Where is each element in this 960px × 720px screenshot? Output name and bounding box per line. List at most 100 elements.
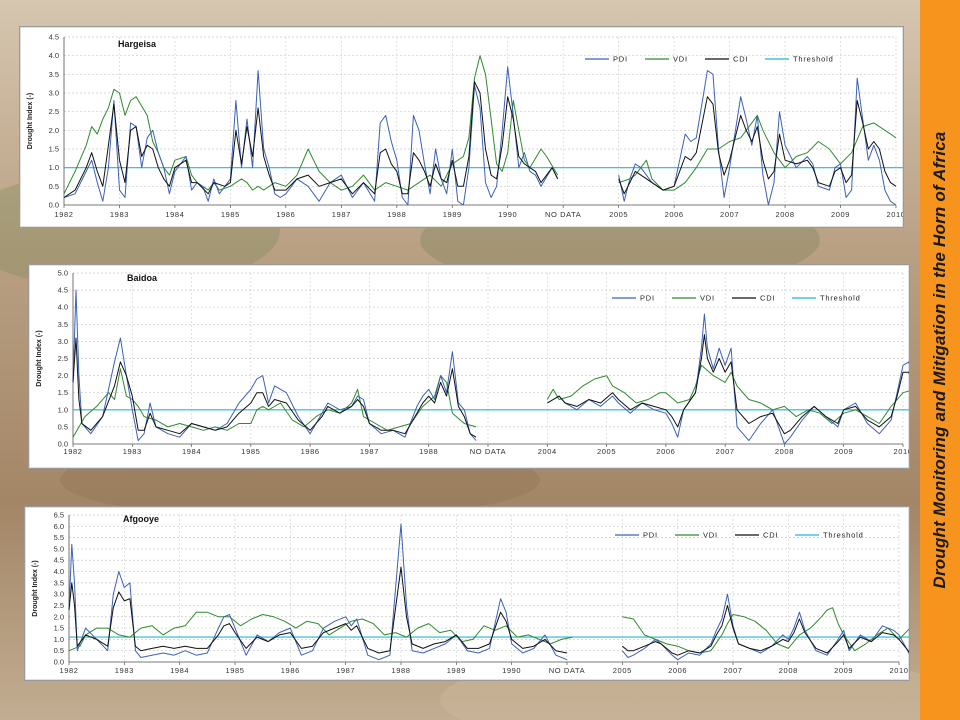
y-tick-label: 1.0 [54,635,64,644]
x-tick-label: 2009 [834,447,853,456]
y-tick-label: 3.0 [58,337,68,346]
x-tick-label: 1984 [165,210,184,219]
x-tick-label: 2010 [886,210,903,219]
y-tick-label: 0.5 [54,646,64,655]
legend-label-vdi: VDI [703,531,718,540]
y-tick-label: 3.5 [58,320,68,329]
x-tick-label: 2006 [656,447,675,456]
y-tick-label: 2.0 [54,612,64,621]
chart-afgooye: 0.0 0.5 1.0 1.5 2.0 2.5 3.0 3.5 4.0 4.5 5.0 5.5 6.0 6… [32,511,909,675]
x-tick-label: 1989 [443,210,462,219]
y-tick-label: 0.5 [49,182,59,191]
x-tick-label: 2008 [776,210,795,219]
chart-title: Baidoa [127,273,158,283]
legend-label-threshold: Threshold [820,294,861,303]
x-tick-label: 1985 [221,210,240,219]
y-tick-label: 0.0 [49,201,59,210]
y-tick-label: 4.5 [54,556,64,565]
x-tick-label: 1982 [54,210,73,219]
chart-title: Afgooye [123,514,159,524]
chart-hargeisa: 0.0 0.5 1.0 1.5 2.0 2.5 3.0 3.5 4.0 4.5 1982 1983 19… [27,33,903,219]
series-line-pdi [63,66,559,206]
chart-title: Hargeisa [118,39,157,49]
x-tick-label: 1987 [360,447,379,456]
legend-label-cdi: CDI [760,294,775,303]
slide-title: Drought Monitoring and Mitigation in the… [930,131,949,589]
series-line-pdi [68,523,568,661]
x-tick-label: NO DATA [470,447,506,456]
legend-label-cdi: CDI [733,55,748,64]
x-tick-label: 1986 [276,210,295,219]
chart-panel-hargeisa: 0.0 0.5 1.0 1.5 2.0 2.5 3.0 3.5 4.0 4.5 1982 1983 19… [19,26,904,228]
x-tick-label: 2008 [779,666,798,675]
y-axis-label: Drought Index (-) [27,93,34,149]
x-tick-label: 1990 [498,210,517,219]
x-tick-label: 2007 [723,666,742,675]
series-line-cdi [68,566,568,654]
x-tick-label: 1986 [281,666,300,675]
legend-label-threshold: Threshold [793,55,834,64]
x-tick-label: 2004 [538,447,557,456]
series-line-cdi [618,96,897,195]
y-tick-label: 1.5 [58,388,68,397]
x-tick-label: 1988 [419,447,438,456]
legend-label-pdi: PDI [643,531,658,540]
y-tick-label: 2.5 [58,354,68,363]
series-line-vdi [622,607,909,654]
y-tick-label: 5.5 [54,533,64,542]
y-axis-label: Drought Index (-) [32,560,39,616]
x-tick-label: 1983 [115,666,134,675]
series-line-pdi [621,593,909,661]
legend-label-vdi: VDI [700,294,715,303]
x-tick-label: NO DATA [549,666,585,675]
y-tick-label: 2.0 [58,371,68,380]
y-tick-label: 4.5 [58,286,68,295]
x-tick-label: 1988 [391,666,410,675]
x-tick-label: 1985 [225,666,244,675]
series-line-cdi [63,81,559,198]
x-tick-label: NO DATA [545,210,581,219]
y-tick-label: 0.0 [54,658,64,667]
x-tick-label: 2010 [893,447,909,456]
x-tick-label: 1983 [123,447,142,456]
legend-label-vdi: VDI [673,55,688,64]
series-line-cdi [621,605,909,656]
y-tick-label: 5.0 [58,269,68,278]
x-tick-label: 1987 [336,666,355,675]
x-tick-label: 1986 [301,447,320,456]
y-tick-label: 3.0 [49,89,59,98]
y-tick-label: 6.5 [54,511,64,520]
chart-panel-afgooye: 0.0 0.5 1.0 1.5 2.0 2.5 3.0 3.5 4.0 4.5 5.0 5.5 6.0 6… [24,506,910,681]
x-tick-label: 2005 [609,210,628,219]
x-tick-label: 1982 [59,666,78,675]
series-line-cdi [547,334,909,435]
x-tick-label: 1984 [170,666,189,675]
y-tick-label: 3.0 [54,590,64,599]
x-tick-label: 2010 [889,666,908,675]
x-tick-label: 1990 [502,666,521,675]
y-tick-label: 1.5 [54,624,64,633]
x-tick-label: 2005 [613,666,632,675]
y-tick-label: 4.0 [49,51,59,60]
x-tick-label: 1989 [447,666,466,675]
y-tick-label: 0.5 [58,422,68,431]
x-tick-label: 2007 [720,210,739,219]
series-line-vdi [63,55,559,195]
y-tick-label: 2.0 [49,126,59,135]
y-tick-label: 4.0 [58,303,68,312]
title-sidebar: Drought Monitoring and Mitigation in the… [920,0,960,720]
x-tick-label: 2007 [716,447,735,456]
y-axis-label: Drought Index (-) [36,330,43,386]
x-tick-label: 1983 [110,210,129,219]
series-line-vdi [618,114,897,191]
x-tick-label: 1984 [182,447,201,456]
y-tick-label: 4.5 [49,33,59,42]
chart-baidoa: 0.0 0.5 1.0 1.5 2.0 2.5 3.0 3.5 4.0 4.5 5.0 1982 198… [36,269,909,456]
series-line-cdi [72,337,477,438]
x-tick-label: 2006 [665,210,684,219]
x-tick-label: 2006 [668,666,687,675]
series-line-vdi [546,364,909,424]
x-tick-label: 2005 [597,447,616,456]
legend-label-pdi: PDI [640,294,655,303]
x-tick-label: 1988 [387,210,406,219]
